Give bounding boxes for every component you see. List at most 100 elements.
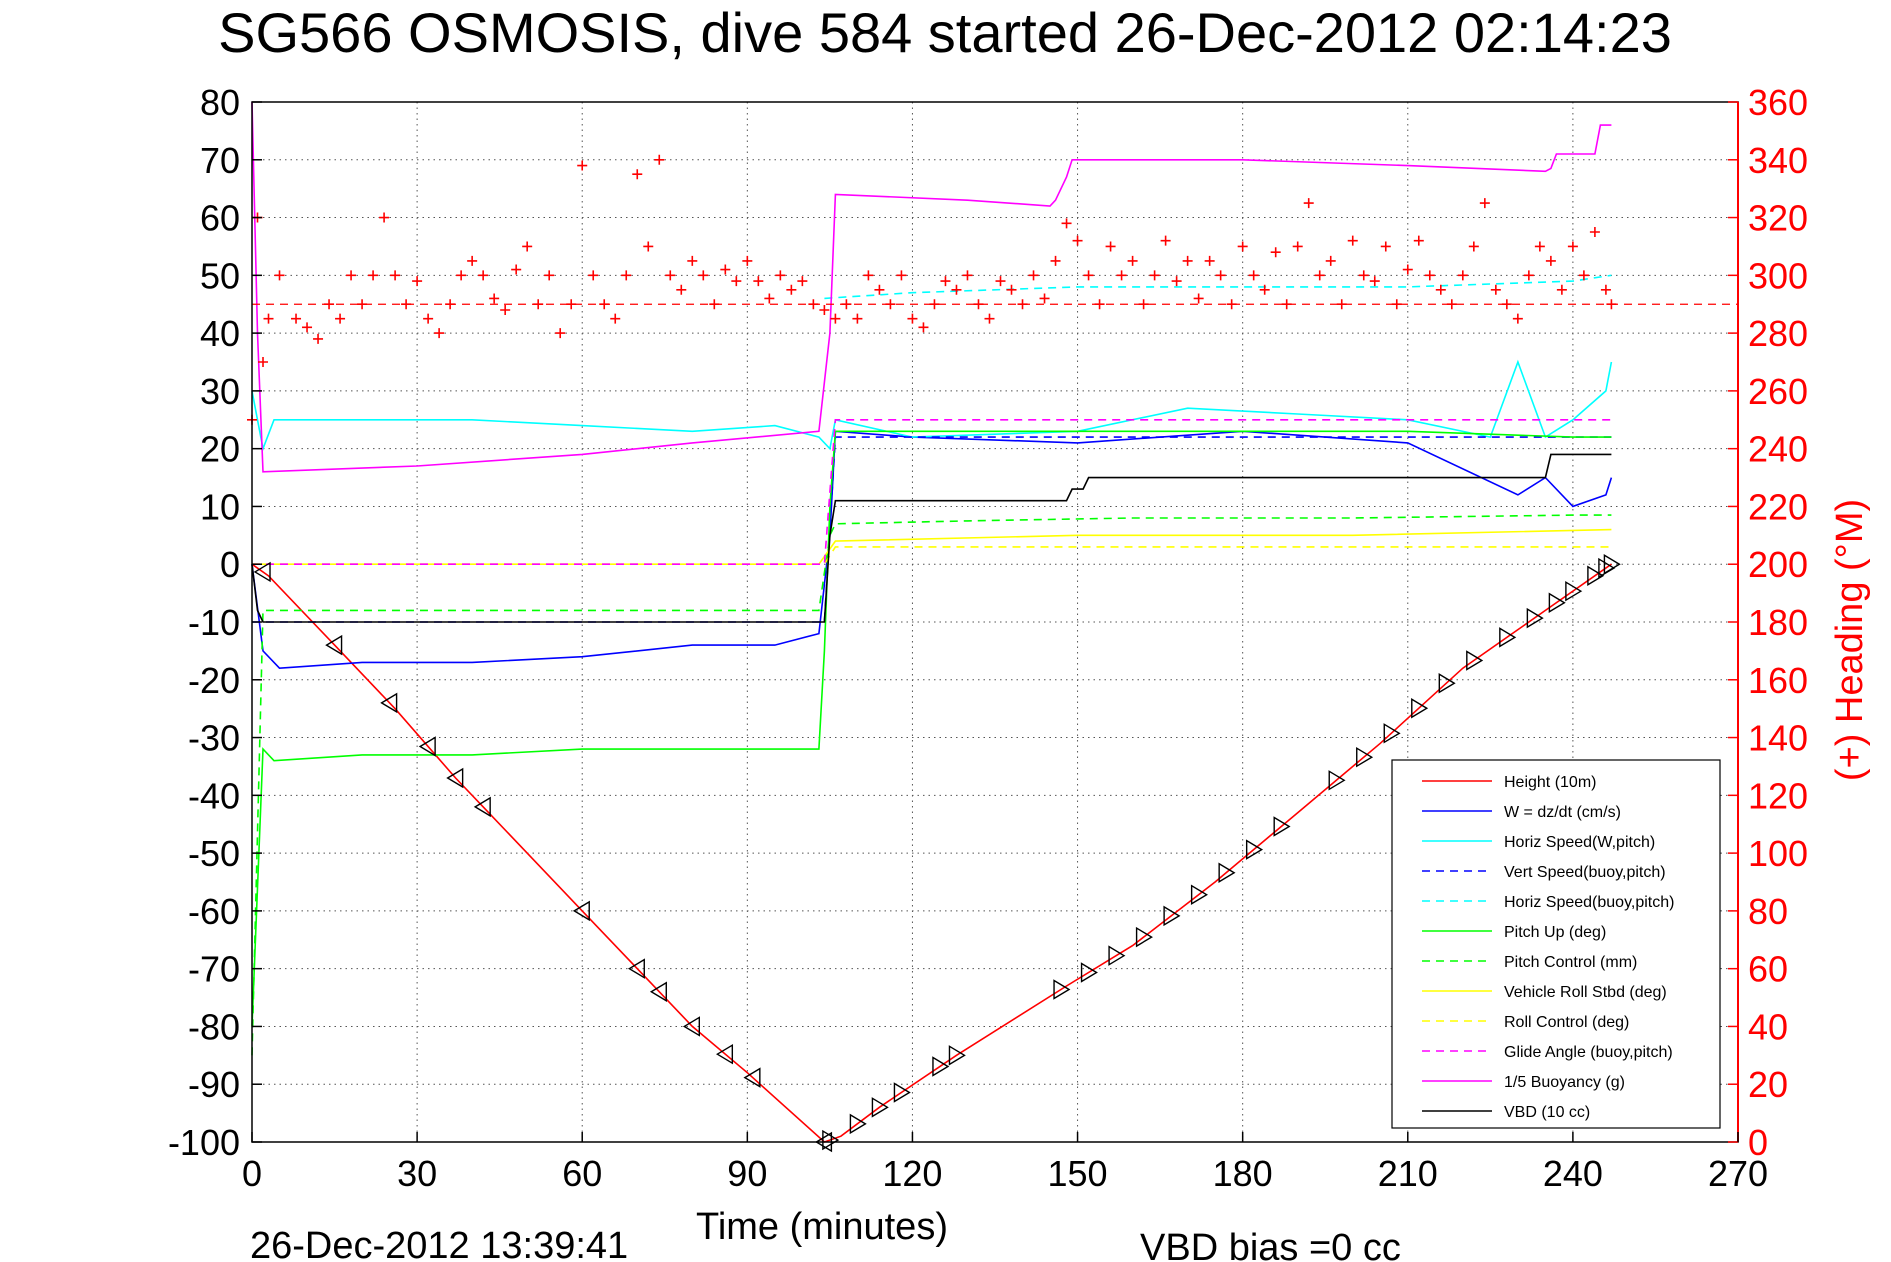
heading-point (1402, 264, 1413, 275)
y-right-tick-label: 0 (1748, 1122, 1768, 1163)
heading-point (1094, 299, 1105, 310)
depth-marker (572, 900, 590, 922)
heading-point (1006, 284, 1017, 295)
heading-point (1116, 270, 1127, 281)
depth-marker (743, 1067, 761, 1088)
heading-point (632, 169, 643, 180)
y-tick-label: -40 (188, 775, 240, 816)
heading-point (1127, 255, 1138, 266)
y-right-tick-label: 240 (1748, 429, 1808, 470)
y-axis-right: 3603403203002802602402202001801601401201… (1728, 82, 1808, 1163)
y-tick-label: 20 (200, 429, 240, 470)
heading-point (1435, 284, 1446, 295)
series-line-5 (251, 430, 1612, 1027)
series-line-2 (251, 359, 1613, 452)
heading-point (1028, 270, 1039, 281)
heading-point (1039, 293, 1050, 304)
heading-point (643, 241, 654, 252)
heading-point (1325, 255, 1336, 266)
heading-point (588, 270, 599, 281)
heading-point (731, 276, 742, 287)
y-tick-label: -30 (188, 718, 240, 759)
heading-point (1160, 235, 1171, 246)
heading-point (929, 299, 940, 310)
y-right-tick-label: 200 (1748, 544, 1808, 585)
depth-marker (627, 958, 645, 979)
heading-point (863, 270, 874, 281)
heading-point (1512, 313, 1523, 324)
heading-point (1446, 299, 1457, 310)
heading-point (1336, 299, 1347, 310)
depth-marker (1190, 884, 1209, 905)
depth-marker (849, 1113, 867, 1135)
heading-point (1424, 270, 1435, 281)
depth-markers (253, 553, 1621, 1153)
heading-point (1182, 255, 1193, 266)
depth-marker (1603, 553, 1621, 575)
depth-marker (893, 1082, 911, 1103)
heading-point (533, 299, 544, 310)
heading-point (1589, 227, 1600, 237)
heading-point (797, 276, 808, 287)
x-tick-label: 90 (727, 1153, 767, 1194)
heading-point (687, 255, 698, 266)
heading-point (346, 270, 357, 281)
heading-point (1501, 299, 1512, 310)
heading-point (1457, 270, 1468, 281)
heading-point (1567, 241, 1578, 252)
heading-point (1149, 270, 1160, 281)
y-right-tick-label: 80 (1748, 891, 1788, 932)
heading-point (379, 212, 390, 223)
series-line-4 (824, 274, 1612, 300)
y-right-tick-label: 180 (1748, 602, 1808, 643)
series-line-9 (252, 418, 1612, 566)
depth-marker (418, 736, 436, 757)
series-line-3 (252, 436, 1612, 623)
heading-point (1490, 284, 1501, 295)
heading-point (1171, 276, 1182, 287)
heading-point (918, 322, 929, 333)
heading-point (973, 299, 984, 310)
legend-label-6: Pitch Control (mm) (1504, 954, 1637, 971)
heading-point (1534, 241, 1545, 252)
heading-point (1578, 270, 1589, 281)
legend-label-1: W = dz/dt (cm/s) (1504, 804, 1621, 821)
y-tick-label: 50 (200, 255, 240, 296)
y-tick-label: -20 (188, 660, 240, 701)
depth-marker (1218, 862, 1236, 883)
heading-point (1314, 270, 1325, 281)
heading-point (984, 313, 995, 324)
heading-point (522, 241, 533, 252)
footer-vbd-bias: VBD bias =0 cc (1140, 1227, 1401, 1262)
heading-point (1061, 218, 1072, 229)
heading-point (555, 328, 566, 339)
heading-point (390, 270, 401, 281)
heading-point (742, 255, 753, 266)
heading-point (1259, 284, 1270, 295)
depth-marker (1328, 770, 1346, 791)
legend: Height (10m) W = dz/dt (cm/s) Horiz Speed(… (1391, 759, 1721, 1129)
y-tick-label: 60 (200, 198, 240, 239)
heading-point (263, 313, 274, 324)
heading-point (1413, 235, 1424, 246)
series-line-1 (251, 430, 1613, 670)
heading-point (1600, 284, 1611, 295)
heading-point (995, 276, 1006, 287)
heading-point (577, 160, 588, 171)
depth-marker (1499, 627, 1517, 648)
heading-point (1270, 247, 1281, 258)
heading-point (940, 276, 951, 287)
heading-point (456, 270, 467, 281)
heading-point (478, 270, 489, 281)
y-right-tick-label: 20 (1748, 1064, 1788, 1105)
heading-point (412, 276, 423, 287)
heading-point (401, 299, 412, 310)
heading-point (808, 299, 819, 310)
depth-marker (871, 1097, 889, 1118)
heading-point (1105, 241, 1116, 252)
y-axis-left: 80 70 60 50 40 30 20 10 0 -10 -20 -30 -40 -50 -60 -70 -8… (168, 82, 262, 1163)
heading-point (258, 357, 269, 367)
series-line-6 (251, 514, 1612, 1056)
heading-point (1072, 235, 1083, 246)
